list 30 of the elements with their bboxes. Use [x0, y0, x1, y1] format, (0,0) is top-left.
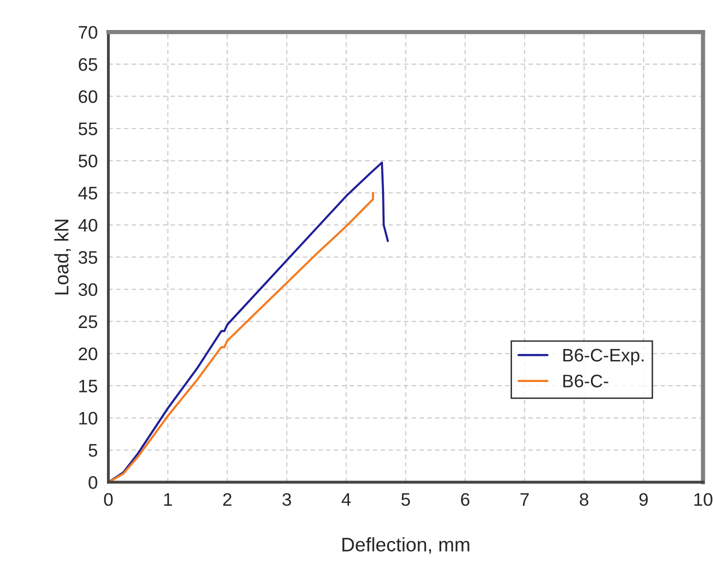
y-tick-label: 65: [78, 58, 98, 71]
x-tick-label: 9: [639, 493, 648, 506]
y-axis-title: Load, kN: [54, 220, 71, 294]
x-tick-label: 5: [401, 493, 410, 506]
y-tick-label: 30: [78, 283, 98, 296]
y-tick-label: 50: [78, 154, 98, 168]
y-tick-label: 40: [78, 218, 98, 232]
legend-label: B6-C-Exp.: [563, 348, 644, 366]
y-tick-label: 0: [88, 476, 98, 489]
x-tick-label: 0: [104, 493, 113, 506]
y-tick-label: 60: [78, 90, 98, 104]
y-tick-label: 45: [78, 186, 98, 200]
x-tick-label: 4: [342, 493, 351, 506]
x-tick-label: 1: [164, 493, 172, 506]
y-tick-label: 55: [78, 122, 98, 136]
y-tick-label: 5: [88, 444, 98, 457]
x-axis-title: Deflection, mm: [342, 537, 470, 554]
x-tick-label: 2: [223, 493, 232, 506]
x-tick-label: 10: [694, 493, 712, 506]
x-tick-label: 7: [520, 493, 529, 506]
y-tick-label: 25: [78, 315, 98, 328]
x-tick-label: 8: [580, 493, 588, 506]
y-tick-label: 35: [78, 251, 98, 264]
y-tick-label: 10: [79, 412, 98, 425]
y-tick-label: 15: [79, 380, 98, 392]
y-tick-label: 70: [78, 26, 98, 39]
y-tick-label: 20: [78, 348, 98, 360]
x-tick-label: 6: [461, 493, 470, 506]
x-tick-label: 3: [282, 493, 291, 506]
legend-label: B6-C-: [563, 374, 608, 388]
